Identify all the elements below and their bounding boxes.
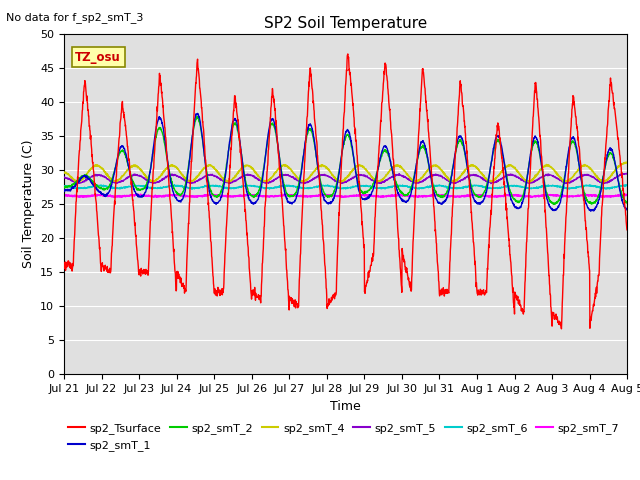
Text: TZ_osu: TZ_osu	[76, 51, 121, 64]
Legend: sp2_Tsurface, sp2_smT_1, sp2_smT_2, sp2_smT_4, sp2_smT_5, sp2_smT_6, sp2_smT_7: sp2_Tsurface, sp2_smT_1, sp2_smT_2, sp2_…	[64, 419, 623, 455]
Text: No data for f_sp2_smT_3: No data for f_sp2_smT_3	[6, 12, 144, 23]
Title: SP2 Soil Temperature: SP2 Soil Temperature	[264, 16, 428, 31]
Y-axis label: Soil Temperature (C): Soil Temperature (C)	[22, 140, 35, 268]
X-axis label: Time: Time	[330, 400, 361, 413]
